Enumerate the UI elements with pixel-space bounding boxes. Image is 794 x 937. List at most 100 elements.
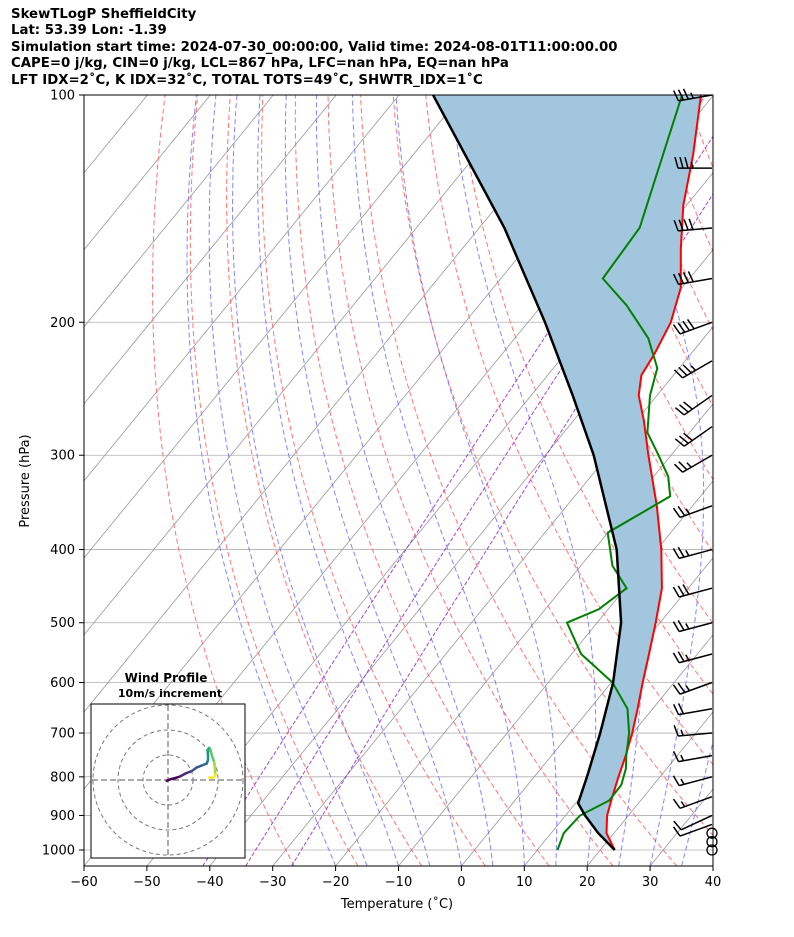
wind-barb bbox=[673, 454, 713, 473]
wind-barb bbox=[672, 505, 713, 519]
calm-circle bbox=[706, 827, 718, 839]
dry-adiabat bbox=[151, 95, 295, 866]
barb-flag bbox=[687, 271, 694, 283]
dry-adiabat bbox=[327, 95, 614, 866]
x-tick-label: 0 bbox=[457, 875, 465, 890]
barb-staff bbox=[678, 776, 713, 787]
barb-flag bbox=[678, 461, 688, 471]
barb-staff bbox=[678, 732, 713, 737]
y-tick-label: 500 bbox=[50, 616, 75, 631]
wind-barb bbox=[673, 725, 713, 737]
moist-adiabat bbox=[681, 739, 713, 866]
chart-title: SkewTLogP SheffieldCity bbox=[11, 7, 197, 22]
dry-adiabat bbox=[784, 95, 794, 866]
barb-staff bbox=[678, 227, 713, 232]
barb-half-flag bbox=[685, 685, 691, 692]
x-tick-label: 40 bbox=[705, 875, 722, 890]
barb-staff bbox=[680, 814, 713, 831]
wind-barb bbox=[672, 703, 713, 716]
barb-flag bbox=[672, 775, 680, 787]
barb-flag bbox=[677, 682, 686, 693]
barb-flag bbox=[673, 369, 684, 379]
barb-staff bbox=[682, 360, 713, 379]
isotherm-line bbox=[272, 326, 713, 866]
barb-flag bbox=[672, 324, 681, 335]
dry-adiabat bbox=[226, 95, 423, 866]
barb-half-flag bbox=[685, 623, 690, 630]
dry-adiabat bbox=[685, 95, 713, 170]
barb-half-flag bbox=[690, 365, 697, 371]
y-axis-label: Pressure (hPa) bbox=[18, 434, 33, 527]
moist-adiabat bbox=[712, 864, 713, 866]
barb-half-flag bbox=[680, 754, 685, 762]
barb-half-flag bbox=[685, 508, 691, 515]
isotherm-line bbox=[398, 480, 713, 866]
dewpoint-line bbox=[556, 95, 684, 851]
wind-barb bbox=[672, 750, 713, 763]
barb-flag bbox=[677, 585, 685, 597]
barb-flag bbox=[672, 652, 680, 664]
y-tick-label: 1000 bbox=[42, 844, 75, 859]
isotherm-line bbox=[84, 95, 526, 636]
wind-barb bbox=[674, 426, 713, 447]
barb-staff bbox=[682, 454, 713, 473]
barb-flag bbox=[682, 584, 690, 595]
y-tick-label: 700 bbox=[50, 727, 75, 742]
temperature-line bbox=[605, 95, 702, 851]
barb-flag bbox=[677, 322, 686, 333]
barb-flag bbox=[684, 156, 689, 169]
wind-barb bbox=[674, 394, 713, 416]
x-tick-label: −20 bbox=[322, 875, 349, 890]
barb-flag bbox=[682, 320, 691, 331]
y-tick-label: 200 bbox=[50, 316, 75, 331]
barb-staff bbox=[679, 796, 713, 810]
moist-adiabat bbox=[284, 95, 462, 866]
time-line: Simulation start time: 2024-07-30_00:00:… bbox=[11, 39, 618, 55]
wind-barb bbox=[674, 156, 712, 169]
barb-flag bbox=[674, 407, 685, 416]
x-tick-label: 20 bbox=[579, 875, 596, 890]
moist-adiabat bbox=[186, 95, 337, 866]
wind-barb bbox=[672, 775, 713, 787]
barb-flag bbox=[678, 435, 689, 444]
wind-barb bbox=[673, 360, 713, 379]
barb-flag bbox=[672, 90, 680, 102]
wind-barb bbox=[672, 620, 713, 633]
cin-shading bbox=[433, 95, 701, 850]
barb-half-flag bbox=[680, 778, 685, 785]
wind-barb bbox=[706, 844, 718, 856]
barb-flag bbox=[672, 704, 680, 715]
moist-adiabat bbox=[351, 95, 525, 866]
barb-staff bbox=[679, 321, 713, 335]
wind-barb bbox=[706, 827, 718, 839]
hodograph-segment bbox=[213, 761, 217, 772]
chart-header: SkewTLogP SheffieldCity Lat: 53.39 Lon: … bbox=[11, 7, 781, 89]
isotherm-line bbox=[586, 711, 713, 866]
moist-adiabat bbox=[231, 95, 399, 866]
isotherm-line bbox=[776, 95, 794, 866]
barb-flag bbox=[672, 750, 680, 762]
barb-flag bbox=[672, 684, 681, 695]
moist-adiabat bbox=[395, 95, 558, 866]
barb-flag bbox=[686, 319, 695, 330]
barb-half-flag bbox=[685, 549, 690, 557]
barb-flag bbox=[673, 463, 684, 473]
isotherm-line bbox=[84, 95, 274, 328]
barb-flag bbox=[679, 156, 684, 169]
wind-barb bbox=[673, 814, 713, 831]
isotherm-line bbox=[84, 95, 337, 405]
barb-flag bbox=[672, 548, 680, 559]
x-axis-label: Temperature (˚C) bbox=[340, 896, 453, 912]
dry-adiabat bbox=[360, 95, 678, 866]
parcel-line bbox=[431, 95, 623, 851]
barb-half-flag bbox=[680, 801, 686, 808]
barb-staff bbox=[679, 681, 713, 695]
barb-flag bbox=[672, 826, 681, 837]
barb-flag bbox=[682, 88, 690, 100]
barb-flag bbox=[673, 820, 682, 831]
wind-barb bbox=[672, 823, 713, 837]
barb-flag bbox=[677, 651, 685, 662]
wind-barb bbox=[672, 319, 713, 335]
barb-flag bbox=[683, 219, 689, 231]
